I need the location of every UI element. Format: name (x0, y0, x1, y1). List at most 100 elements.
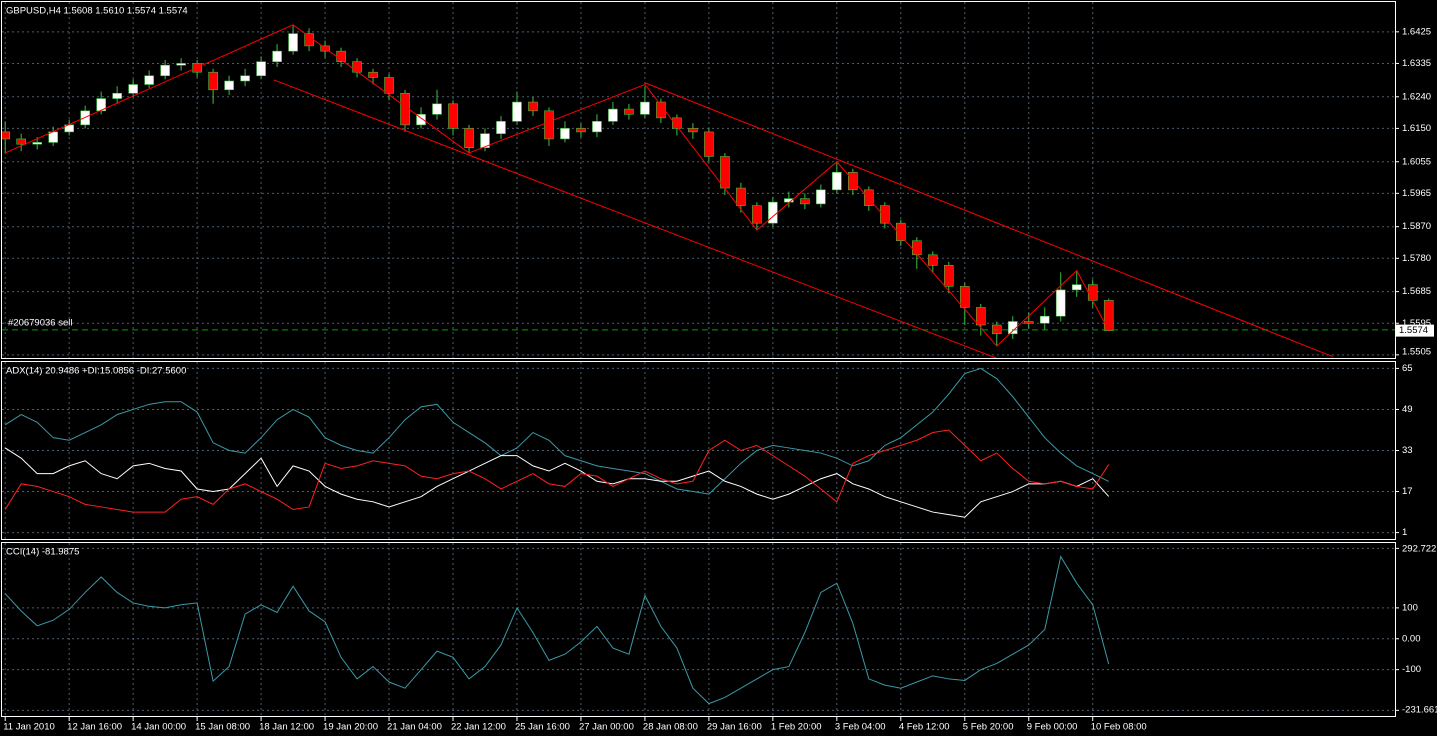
y-tick-label: 1.5685 (1402, 286, 1431, 297)
candle-body (688, 128, 698, 133)
candle-body (240, 75, 250, 82)
candle-body (432, 103, 442, 115)
x-tick-label: 11 Jan 2010 (3, 722, 55, 733)
y-tick-label: 33 (1402, 445, 1413, 456)
panel-title: CCI(14) -81.9875 (6, 547, 79, 558)
candle-body (816, 189, 826, 205)
panel-1 (2, 362, 1395, 539)
candle-body (560, 128, 570, 140)
x-tick-label: 1 Feb 20:00 (771, 722, 822, 733)
y-tick-label: 1 (1402, 527, 1407, 538)
x-tick-label: 18 Jan 12:00 (259, 722, 314, 733)
candle-body (848, 171, 858, 191)
y-tick-label: -100 (1402, 664, 1421, 675)
candle-body (32, 142, 42, 145)
channel-line (644, 82, 1333, 358)
candle-body (1023, 321, 1034, 324)
candle-body (272, 50, 282, 62)
y-tick-label: 292.722 (1402, 544, 1436, 555)
candle-body (1007, 321, 1018, 335)
x-tick-label: 21 Jan 04:00 (387, 722, 442, 733)
candle-body (544, 110, 554, 140)
candle-body (144, 75, 154, 85)
y-tick-label: 1.5965 (1402, 188, 1431, 199)
candle-body (880, 205, 890, 224)
y-tick-label: 17 (1402, 486, 1413, 497)
indicator-line (4, 367, 1109, 495)
candle-body (864, 189, 874, 206)
candle-body (943, 265, 954, 287)
indicator-line (4, 555, 1110, 705)
y-tick-label: 1.5870 (1402, 221, 1431, 232)
candle-body (2, 131, 10, 140)
panel-0 (2, 2, 1395, 358)
x-tick-label: 29 Jan 16:00 (707, 722, 762, 733)
candle-body (160, 64, 170, 77)
candle-body (672, 117, 682, 129)
x-tick-label: 25 Jan 16:00 (515, 722, 570, 733)
candle-body (640, 101, 650, 115)
candle-body (912, 240, 922, 256)
x-tick-label: 5 Feb 20:00 (963, 722, 1014, 733)
indicator-line (4, 447, 1110, 518)
candle-body (256, 61, 266, 77)
order-label: #20679036 sell (8, 317, 72, 328)
panel-frame (1, 542, 1396, 717)
candle-body (448, 103, 458, 129)
candle-body (288, 33, 298, 52)
panel-2 (2, 543, 1395, 716)
x-tick-label: 27 Jan 00:00 (579, 722, 634, 733)
candle-body (784, 198, 794, 203)
candle-body (720, 156, 730, 189)
candle-body (496, 121, 506, 134)
candle-body (896, 222, 906, 242)
x-tick-label: 22 Jan 12:00 (451, 722, 506, 733)
x-tick-label: 15 Jan 08:00 (195, 722, 250, 733)
candle-body (464, 128, 474, 149)
candle-body (752, 205, 762, 224)
candle-body (800, 198, 810, 205)
y-tick-label: 1.6425 (1402, 26, 1431, 37)
candle-body (512, 101, 522, 122)
candle-body (480, 133, 490, 149)
y-tick-label: 100 (1402, 602, 1418, 613)
candle-body (224, 80, 234, 91)
y-tick-label: 49 (1402, 404, 1413, 415)
candle-body (1103, 300, 1114, 331)
candle-body (768, 201, 778, 224)
y-tick-label: 65 (1402, 363, 1413, 374)
candle-body (368, 71, 378, 78)
x-tick-label: 9 Feb 00:00 (1027, 722, 1078, 733)
candle-body (1055, 289, 1066, 317)
x-tick-label: 10 Feb 08:00 (1091, 722, 1147, 733)
candle-body (576, 128, 586, 133)
candle-body (1087, 284, 1098, 301)
candle-body (832, 171, 842, 191)
y-tick-label: -231.661 (1402, 705, 1437, 716)
panel-title: GBPUSD,H4 1.5608 1.5610 1.5574 1.5574 (6, 6, 188, 17)
candle-body (959, 286, 970, 308)
price-box (1396, 324, 1434, 337)
indicator-line (4, 429, 1110, 513)
x-tick-label: 3 Feb 04:00 (835, 722, 886, 733)
candle-body (991, 324, 1002, 335)
x-tick-label: 14 Jan 00:00 (131, 722, 186, 733)
x-tick-label: 28 Jan 08:00 (643, 722, 698, 733)
candle-body (608, 108, 618, 122)
panel-title: ADX(14) 20.9486 +DI:15.0856 -DI:27.5600 (6, 366, 186, 377)
panel-frame (1, 1, 1396, 359)
candle-body (975, 307, 986, 326)
candle-body (208, 71, 218, 91)
price-label: 1.5574 (1399, 325, 1428, 336)
candle-body (927, 254, 938, 266)
panel-frame (1, 361, 1396, 540)
zigzag-line (4, 24, 1110, 347)
y-tick-label: 1.6055 (1402, 156, 1431, 167)
candle-body (624, 108, 634, 115)
candle-body (384, 77, 394, 94)
candle-body (416, 114, 426, 126)
candle-body (128, 84, 138, 94)
candle-body (528, 101, 538, 112)
